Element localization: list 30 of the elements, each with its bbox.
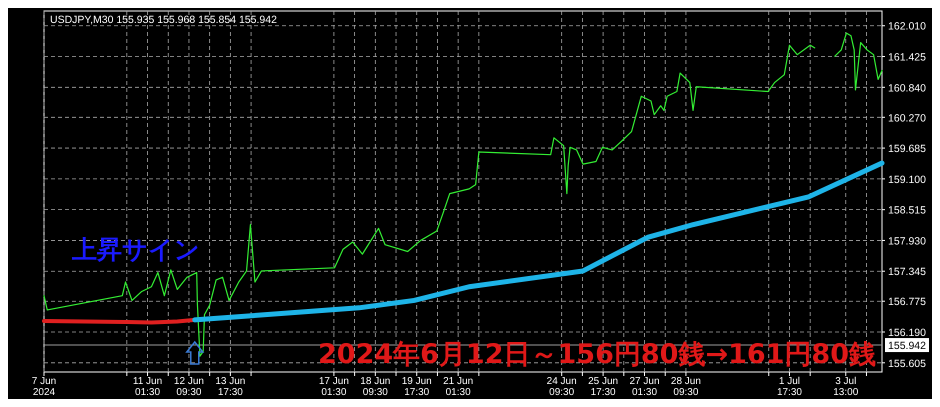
annotation: 2024年6月12日～156円80銭→161円80銭 bbox=[318, 339, 876, 370]
x-tick-label: 12 Jun 09:30 bbox=[174, 376, 204, 398]
y-tick-label: 160.270 bbox=[888, 112, 926, 124]
y-tick-label: 156.775 bbox=[888, 296, 926, 308]
y-tick-label: 157.345 bbox=[888, 266, 926, 278]
y-tick-label: 156.190 bbox=[888, 327, 926, 340]
y-tick-label: 162.010 bbox=[888, 20, 926, 33]
x-tick-label: 27 Jun 01:30 bbox=[629, 376, 660, 398]
y-tick-label: 160.840 bbox=[888, 82, 926, 94]
y-tick-label: 159.100 bbox=[888, 174, 926, 186]
x-tick-label: 17 Jun 01:30 bbox=[318, 376, 349, 398]
y-tick-label: 158.515 bbox=[888, 204, 926, 217]
annotation: 上昇サイン bbox=[71, 235, 200, 264]
x-tick-label: 3 Jul 13:00 bbox=[833, 376, 859, 398]
x-tick-label: 19 Jun 17:30 bbox=[402, 376, 432, 398]
y-tick-label: 161.425 bbox=[888, 52, 926, 64]
x-tick-label: 21 Jun 01:30 bbox=[443, 376, 474, 398]
x-tick-label: 25 Jun 17:30 bbox=[588, 376, 618, 398]
x-tick-label: 7 Jun 2024 bbox=[32, 376, 56, 398]
x-tick-label: 18 Jun 09:30 bbox=[360, 376, 390, 398]
y-tick-label: 155.605 bbox=[888, 358, 926, 370]
y-tick-label: 159.685 bbox=[888, 143, 926, 156]
x-tick-label: 28 Jun 09:30 bbox=[670, 376, 701, 398]
chart-title: USDJPY,M30 155.935 155.968 155.854 155.942 bbox=[50, 14, 278, 26]
y-tick-label: 157.930 bbox=[888, 235, 926, 248]
ref-line-label: 155.942 bbox=[888, 340, 926, 352]
x-tick-label: 1 Jul 17:30 bbox=[776, 376, 802, 398]
x-tick-label: 13 Jun 17:30 bbox=[215, 376, 246, 398]
x-tick-label: 24 Jun 09:30 bbox=[546, 376, 577, 398]
x-tick-label: 11 Jun 01:30 bbox=[132, 376, 162, 398]
